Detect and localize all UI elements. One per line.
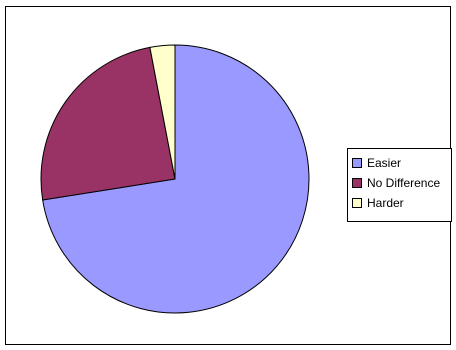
legend-item-harder: Harder xyxy=(352,193,451,213)
legend-swatch-harder xyxy=(352,198,362,208)
legend-label-easier: Easier xyxy=(367,156,402,170)
legend-swatch-easier xyxy=(352,158,362,168)
pie-slice-easier xyxy=(42,44,310,314)
legend-item-no-difference: No Difference xyxy=(352,173,451,193)
legend-swatch-no-difference xyxy=(352,178,362,188)
pie-slice-harder xyxy=(149,44,176,180)
pie-slice-no-difference xyxy=(40,46,176,201)
pie-chart xyxy=(40,44,310,314)
legend: Easier No Difference Harder xyxy=(347,148,452,222)
legend-label-no-difference: No Difference xyxy=(367,176,441,190)
chart-area: Easier No Difference Harder xyxy=(5,6,452,345)
legend-label-harder: Harder xyxy=(367,196,404,210)
legend-item-easier: Easier xyxy=(352,153,451,173)
